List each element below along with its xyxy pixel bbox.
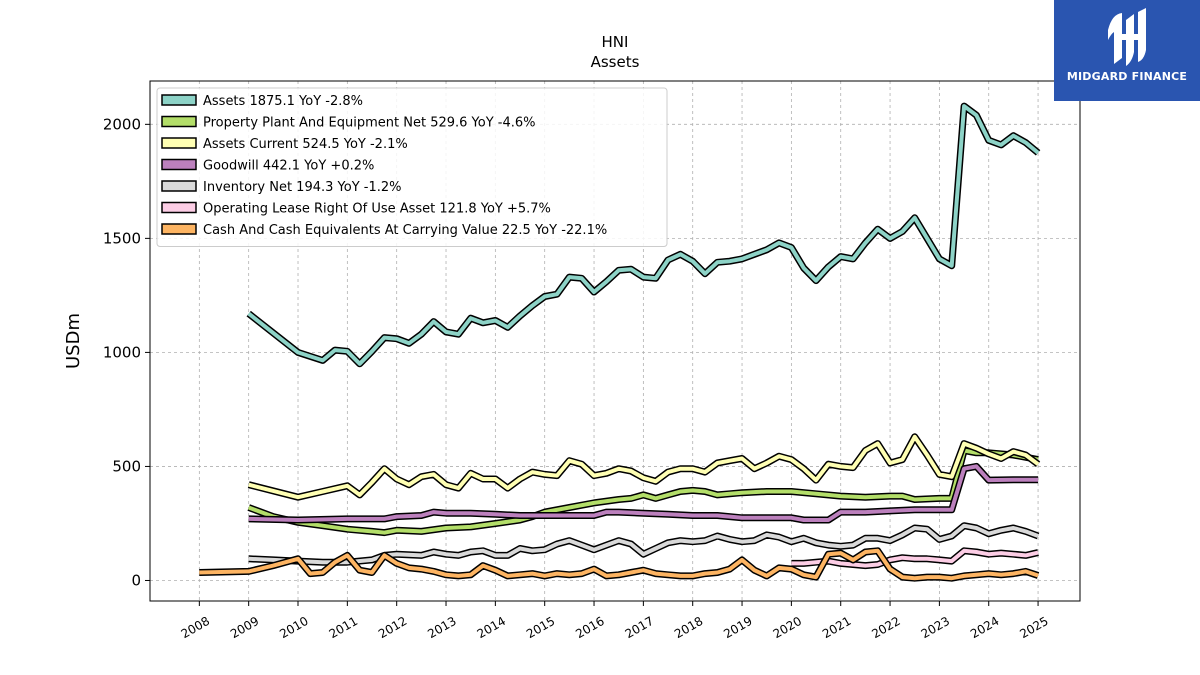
- x-tick-label: 2009: [228, 614, 261, 641]
- series-line: [248, 434, 1040, 500]
- legend-label: Assets 1875.1 YoY -2.8%: [203, 94, 363, 109]
- x-tick-label: 2013: [425, 614, 458, 641]
- chart-subtitle: Assets: [591, 53, 640, 71]
- series-line: [199, 548, 1039, 581]
- series-line: [248, 448, 1039, 535]
- x-tick-label: 2010: [277, 614, 310, 641]
- plot-frame: [149, 80, 1081, 602]
- y-tick-label: 500: [112, 457, 141, 475]
- x-tick-label: 2011: [327, 614, 360, 641]
- x-tick-label: 2008: [179, 614, 212, 641]
- x-tick-label: 2018: [672, 614, 705, 641]
- x-tick-label: 2012: [376, 614, 409, 641]
- y-tick-label: 1000: [103, 343, 141, 361]
- legend: Assets 1875.1 YoY -2.8% Property Plant An…: [156, 87, 668, 247]
- legend-label: Inventory Net 194.3 YoY -1.2%: [203, 180, 402, 195]
- legend-label: Cash And Cash Equivalents At Carrying Va…: [203, 223, 607, 238]
- x-tick-label: 2017: [623, 614, 656, 641]
- legend-swatch: [161, 180, 197, 192]
- legend-label: Property Plant And Equipment Net 529.6 Y…: [203, 116, 536, 131]
- legend-box: [156, 87, 668, 247]
- legend-swatch: [161, 201, 197, 214]
- legend-label: Goodwill 442.1 YoY +0.2%: [203, 159, 374, 174]
- logo-mark-icon: [1108, 8, 1146, 66]
- legend-label: Assets Current 524.5 YoY -2.1%: [203, 137, 408, 152]
- y-tick-label: 2000: [103, 115, 141, 133]
- legend-swatch: [161, 115, 197, 128]
- series-line: [248, 464, 1039, 522]
- series-5: [791, 547, 1039, 570]
- series-0: [246, 102, 1041, 368]
- series-3: [248, 462, 1039, 524]
- brand-name: MIDGARD FINANCE: [1066, 70, 1188, 83]
- x-tick-label: 2021: [820, 614, 853, 641]
- y-tick-label: 0: [131, 571, 141, 589]
- brand-logo: MIDGARD FINANCE: [1054, 0, 1200, 101]
- series-4: [248, 522, 1040, 566]
- series-line: [248, 523, 1039, 565]
- x-tick-label: 2016: [573, 614, 606, 641]
- series-2: [247, 433, 1041, 501]
- legend-swatch: [161, 158, 197, 171]
- x-tick-label: 2020: [771, 614, 804, 641]
- x-tick-label: 2023: [919, 614, 952, 641]
- x-tick-label: 2022: [869, 614, 902, 641]
- x-tick-label: 2025: [1017, 614, 1050, 641]
- legend-swatch: [161, 94, 197, 106]
- legend-swatch: [161, 223, 197, 235]
- legend-swatch: [161, 137, 197, 149]
- x-tick-label: 2014: [475, 614, 508, 641]
- series-line: [247, 104, 1040, 366]
- y-axis-label: USDm: [63, 313, 84, 369]
- legend-label: Operating Lease Right Of Use Asset 121.8…: [203, 202, 551, 217]
- chart-title: HNI: [602, 33, 629, 51]
- x-tick-label: 2015: [524, 614, 557, 641]
- series-line: [791, 548, 1039, 568]
- y-tick-label: 1500: [103, 229, 141, 247]
- series-6: [199, 547, 1040, 582]
- x-tick-label: 2019: [721, 614, 754, 641]
- series-layer: [199, 102, 1041, 582]
- series-1: [247, 447, 1039, 537]
- x-tick-label: 2024: [968, 614, 1001, 641]
